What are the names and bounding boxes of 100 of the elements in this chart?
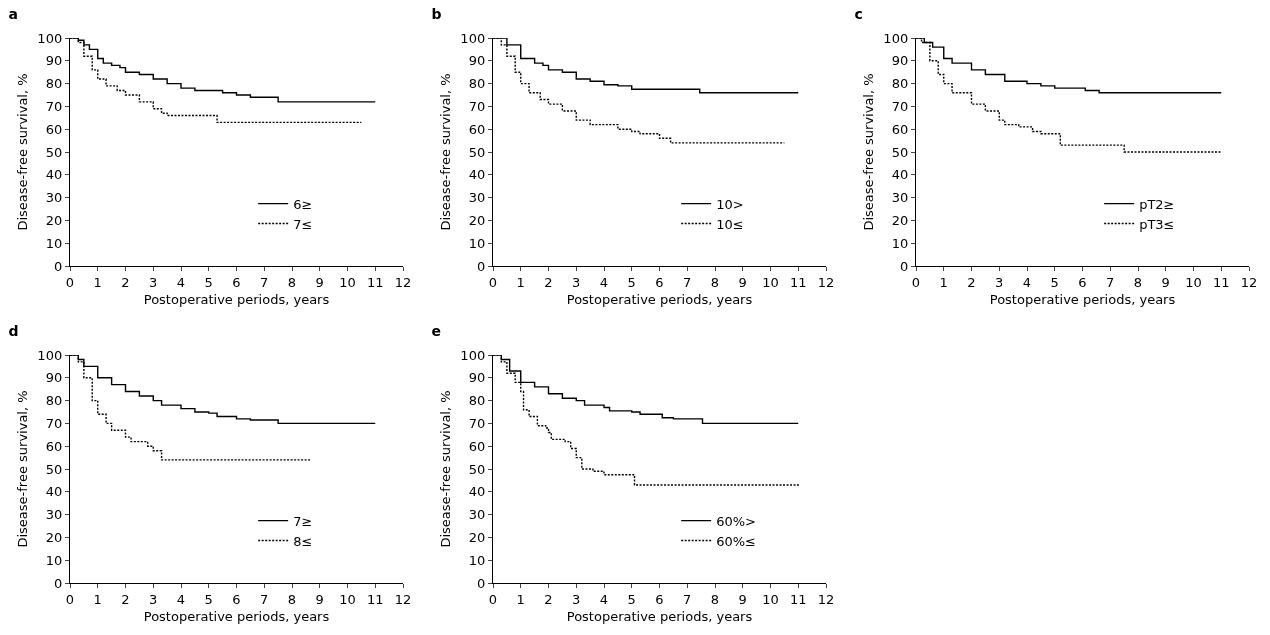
- x-tick-label: 2: [121, 591, 130, 607]
- y-tick-label: 90: [891, 53, 909, 69]
- y-tick-label: 70: [45, 415, 63, 431]
- y-axis-title: Disease-free survival, %: [438, 390, 454, 548]
- x-tick-label: 10: [339, 591, 356, 607]
- x-axis-title: Postoperative periods, years: [143, 292, 330, 308]
- y-tick-label: 100: [37, 30, 63, 46]
- chart-title: c: [854, 6, 863, 23]
- y-tick-label: 30: [891, 190, 909, 206]
- y-tick-label: 70: [891, 98, 909, 114]
- y-tick-label: 10: [468, 552, 486, 568]
- y-tick-label: 50: [45, 461, 63, 477]
- chart-title: a: [8, 6, 18, 23]
- y-tick-label: 40: [468, 167, 486, 183]
- y-axis-title: Disease-free survival, %: [15, 73, 31, 231]
- x-tick-label: 3: [572, 591, 581, 607]
- x-tick-label: 3: [572, 274, 581, 290]
- x-tick-label: 10: [762, 591, 779, 607]
- y-tick-label: 30: [45, 190, 63, 206]
- x-tick-label: 4: [599, 274, 609, 290]
- y-tick-label: 20: [891, 212, 909, 228]
- y-tick-label: 10: [468, 235, 486, 251]
- y-tick-label: 50: [891, 144, 909, 160]
- y-tick-label: 40: [45, 484, 63, 500]
- y-tick-label: 60: [468, 438, 486, 454]
- x-tick-label: 4: [176, 591, 186, 607]
- x-tick-label: 2: [544, 274, 553, 290]
- y-tick-label: 0: [899, 258, 909, 274]
- y-tick-label: 100: [883, 30, 909, 46]
- y-tick-label: 90: [468, 53, 486, 69]
- x-tick-label: 2: [967, 274, 976, 290]
- y-tick-label: 100: [37, 347, 63, 363]
- x-tick-label: 9: [738, 274, 747, 290]
- y-tick-label: 0: [476, 575, 486, 591]
- y-tick-label: 80: [45, 76, 63, 92]
- y-tick-label: 50: [45, 144, 63, 160]
- x-tick-label: 6: [655, 591, 664, 607]
- x-tick-label: 1: [93, 591, 102, 607]
- y-axis-title: Disease-free survival, %: [861, 73, 877, 231]
- y-tick-label: 80: [45, 393, 63, 409]
- y-tick-label: 100: [460, 30, 486, 46]
- x-tick-label: 9: [315, 591, 324, 607]
- x-tick-label: 12: [817, 591, 835, 607]
- x-tick-label: 7: [1106, 274, 1115, 290]
- x-tick-label: 8: [287, 591, 297, 607]
- x-tick-label: 11: [789, 274, 807, 290]
- x-tick-label: 0: [488, 591, 498, 607]
- x-tick-label: 10: [339, 274, 356, 290]
- x-tick-label: 2: [544, 591, 553, 607]
- x-tick-label: 1: [939, 274, 948, 290]
- x-tick-label: 3: [149, 591, 158, 607]
- y-tick-label: 30: [468, 190, 486, 206]
- y-tick-label: 0: [53, 258, 63, 274]
- x-tick-label: 5: [1050, 274, 1059, 290]
- x-tick-label: 1: [516, 591, 525, 607]
- y-tick-label: 80: [468, 393, 486, 409]
- y-axis-title: Disease-free survival, %: [438, 73, 454, 231]
- y-tick-label: 0: [476, 258, 486, 274]
- x-tick-label: 12: [394, 274, 412, 290]
- x-tick-label: 1: [516, 274, 525, 290]
- y-tick-label: 20: [468, 529, 486, 545]
- x-tick-label: 4: [1022, 274, 1032, 290]
- legend-label: 10≤: [716, 216, 744, 232]
- x-tick-label: 10: [762, 274, 779, 290]
- y-tick-label: 50: [468, 461, 486, 477]
- x-tick-label: 4: [176, 274, 186, 290]
- y-tick-label: 70: [468, 415, 486, 431]
- y-tick-label: 60: [468, 121, 486, 137]
- x-tick-label: 0: [911, 274, 921, 290]
- legend-label: 60%≤: [716, 533, 756, 549]
- y-tick-label: 20: [45, 212, 63, 228]
- x-tick-label: 11: [1212, 274, 1230, 290]
- x-tick-label: 0: [65, 274, 75, 290]
- y-tick-label: 40: [45, 167, 63, 183]
- chart-title: b: [431, 6, 442, 23]
- x-tick-label: 6: [655, 274, 664, 290]
- y-tick-label: 40: [468, 484, 486, 500]
- y-tick-label: 70: [45, 98, 63, 114]
- legend-label: pT2≥: [1139, 196, 1175, 212]
- y-tick-label: 50: [468, 144, 486, 160]
- x-tick-label: 5: [627, 274, 636, 290]
- legend-label: 7≥: [293, 513, 313, 529]
- legend-label: 60%>: [716, 513, 756, 529]
- x-tick-label: 5: [204, 591, 213, 607]
- legend-label: 7≤: [293, 216, 313, 232]
- x-tick-label: 0: [488, 274, 498, 290]
- x-tick-label: 3: [995, 274, 1004, 290]
- legend-label: 6≥: [293, 196, 313, 212]
- x-tick-label: 9: [1161, 274, 1170, 290]
- y-tick-label: 10: [45, 235, 63, 251]
- x-tick-label: 12: [394, 591, 412, 607]
- y-tick-label: 90: [468, 370, 486, 386]
- x-axis-title: Postoperative periods, years: [566, 292, 753, 308]
- y-tick-label: 30: [45, 507, 63, 523]
- x-tick-label: 2: [121, 274, 130, 290]
- y-tick-label: 90: [45, 53, 63, 69]
- x-tick-label: 0: [65, 591, 75, 607]
- x-tick-label: 7: [260, 591, 269, 607]
- y-tick-label: 90: [45, 370, 63, 386]
- x-tick-label: 8: [287, 274, 297, 290]
